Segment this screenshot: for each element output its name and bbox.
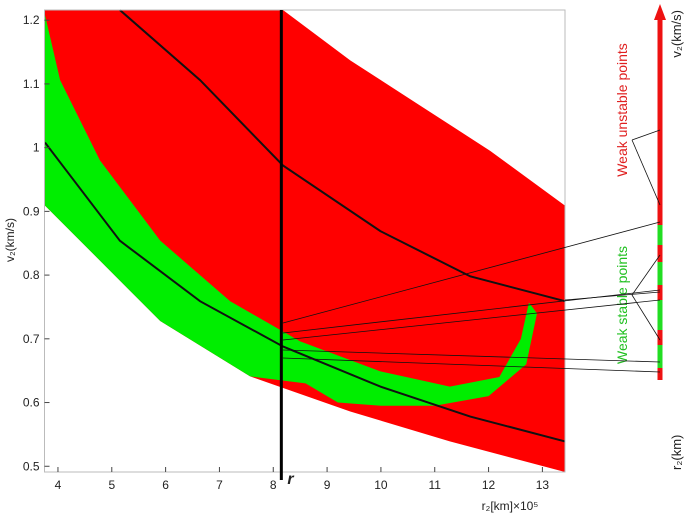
x-tick-label: 7 [216, 478, 223, 492]
x-tick-label: 13 [536, 478, 550, 492]
x-axis-label: r₂[km]×10⁵ [482, 499, 539, 513]
y-tick-label: 1.1 [23, 77, 40, 91]
y-tick-label: 1.2 [23, 13, 40, 27]
curve [44, 141, 566, 443]
x-tick-label: 12 [482, 478, 496, 492]
vline-label: r [287, 471, 294, 488]
r-axis-label: r₂(km) [669, 435, 684, 470]
y-tick-label: 0.6 [23, 396, 40, 410]
y-tick-label: 0.5 [23, 459, 40, 473]
y-tick-label: 0.8 [23, 268, 40, 282]
x-tick-label: 5 [108, 478, 115, 492]
x-tick-label: 8 [270, 478, 277, 492]
unstable-label: Weak unstable points [614, 43, 630, 177]
x-tick-label: 11 [429, 478, 442, 492]
v-axis-label: v₂(km/s) [669, 10, 684, 58]
plot-frame [44, 9, 566, 473]
x-tick-label: 10 [374, 478, 388, 492]
x-tick-label: 4 [55, 478, 62, 492]
stable-label: Weak stable points [614, 246, 630, 364]
region [44, 10, 565, 472]
x-tick-label: 6 [162, 478, 169, 492]
y-tick-label: 0.9 [23, 204, 40, 218]
plot: 4 5 6 7 8 9 10 11 12 13 0.5 0.6 0.7 0.8 0.9 1 1.1 1.2 r [23, 9, 566, 492]
region [45, 15, 538, 406]
y-tick-label: 1 [33, 141, 40, 155]
y-axis-label: v₂(km/s) [3, 218, 17, 262]
side-strip [282, 4, 666, 380]
curve [119, 9, 566, 303]
y-tick-label: 0.7 [23, 332, 40, 346]
x-tick-label: 9 [324, 478, 331, 492]
